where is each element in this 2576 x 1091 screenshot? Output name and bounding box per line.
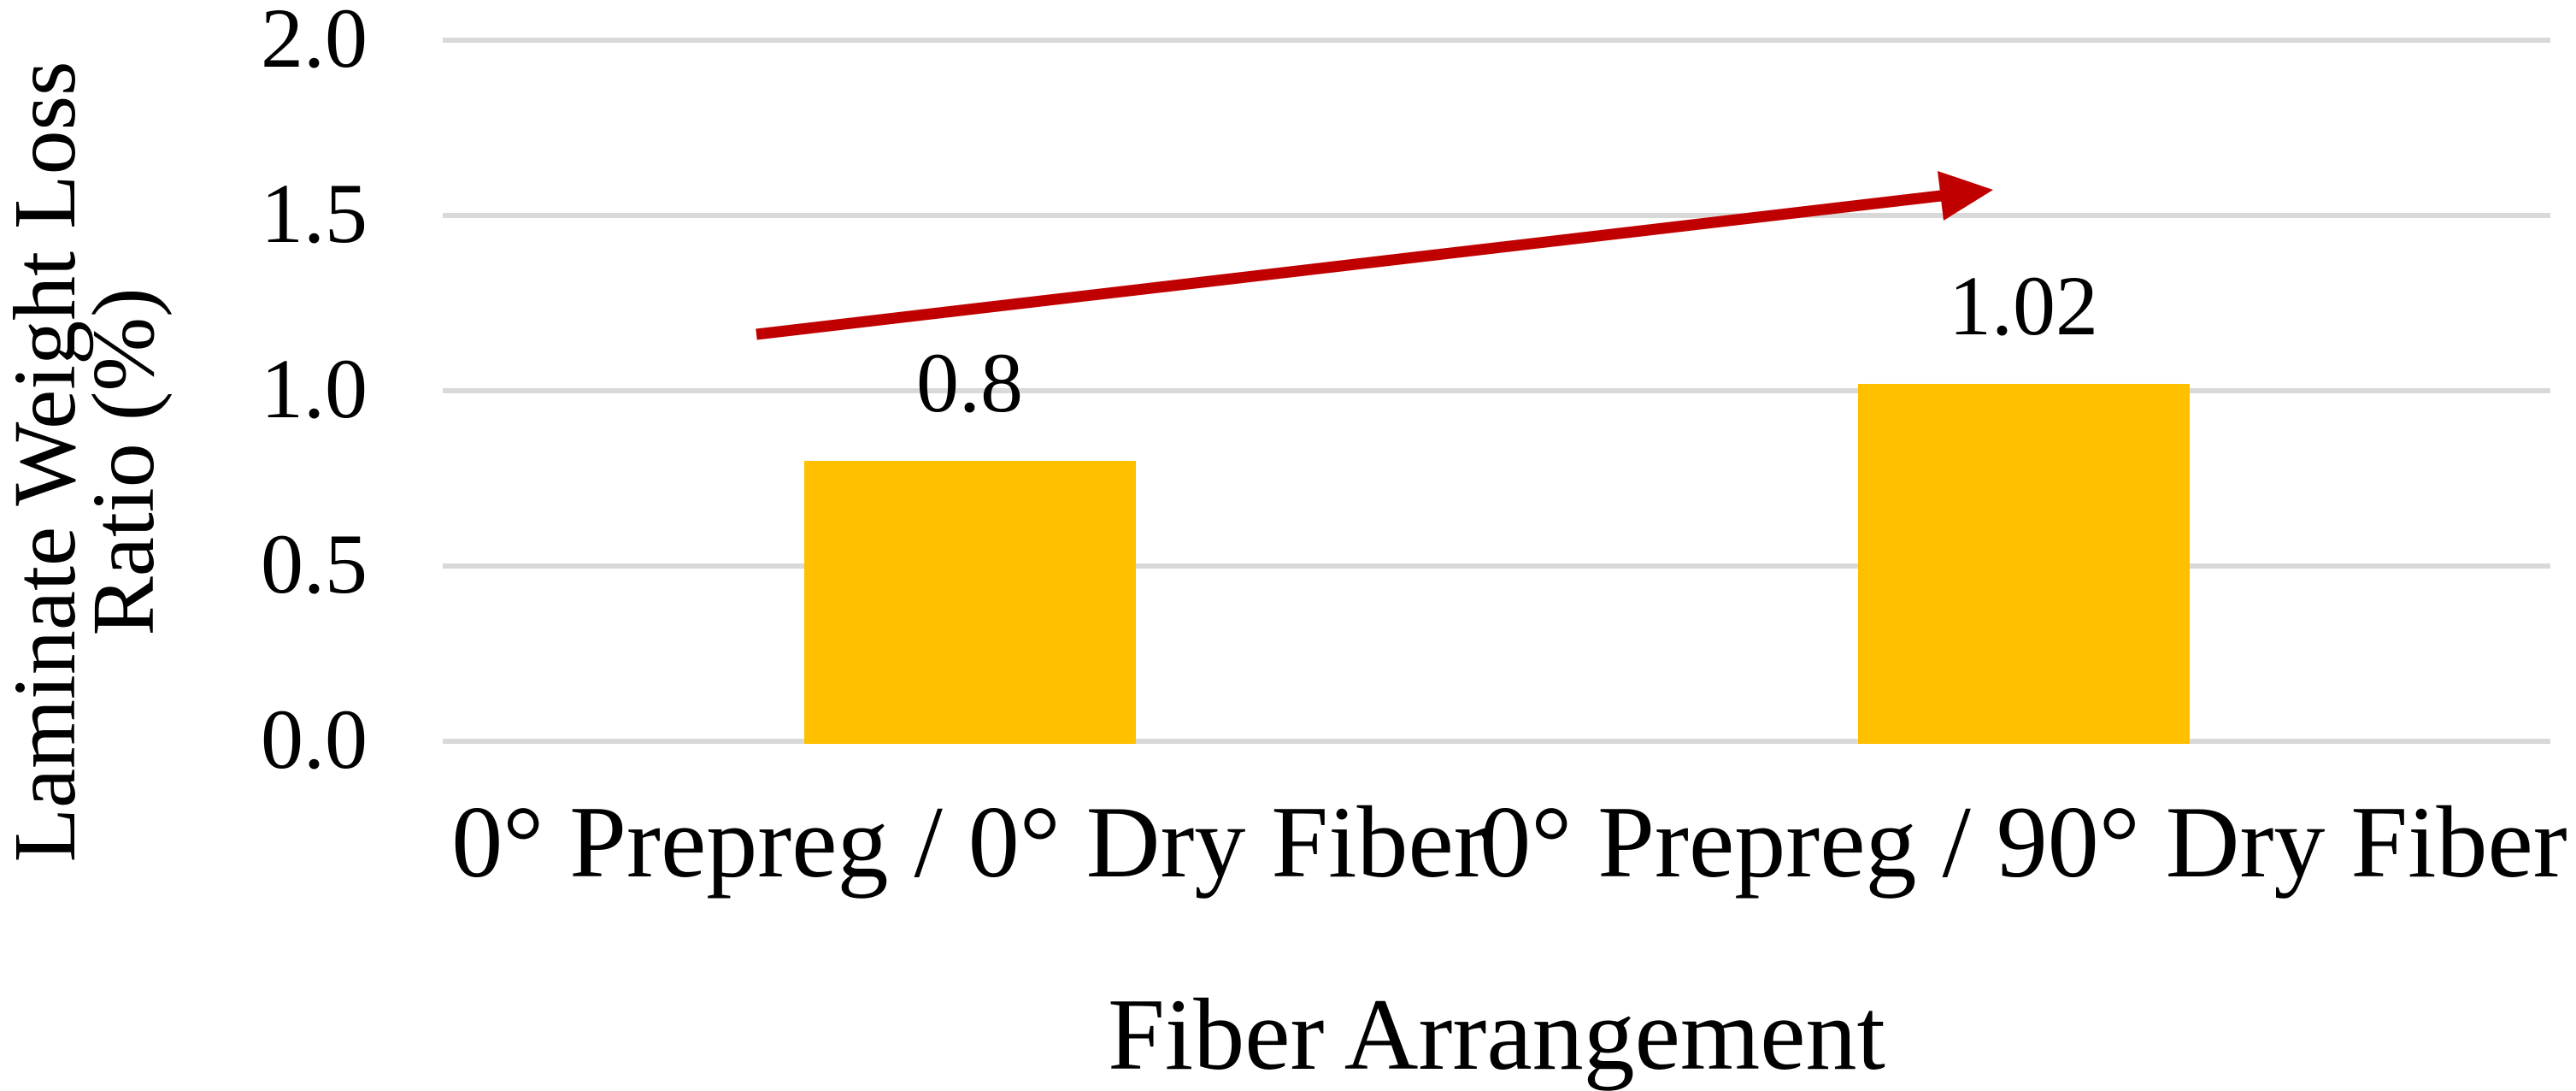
value-label-2: 1.02 (1949, 257, 2098, 353)
trend-arrow-head-icon (1938, 171, 1993, 221)
gridline-y-2.0 (443, 38, 2550, 43)
y-tick-label-0.5: 0.5 (261, 516, 368, 611)
y-tick-label-1.5: 1.5 (261, 166, 368, 261)
gridline-y-1.0 (443, 388, 2550, 393)
y-tick-label-0.0: 0.0 (261, 692, 368, 787)
gridline-y-0.5 (443, 563, 2550, 569)
gridline-y-0.0 (443, 739, 2550, 744)
x-category-label-2: 0° Prepreg / 90° Dry Fiber (1479, 785, 2567, 899)
bar-2 (1857, 383, 2190, 744)
x-category-label-1: 0° Prepreg / 0° Dry Fiber (451, 785, 1488, 899)
value-label-1: 0.8 (916, 335, 1023, 430)
bar-1 (803, 461, 1136, 744)
trend-arrow-shaft (756, 190, 1942, 340)
y-tick-label-2.0: 2.0 (261, 0, 368, 86)
gridline-y-1.5 (443, 213, 2550, 218)
y-tick-label-1.0: 1.0 (261, 341, 368, 436)
x-axis-title: Fiber Arrangement (1108, 977, 1885, 1091)
